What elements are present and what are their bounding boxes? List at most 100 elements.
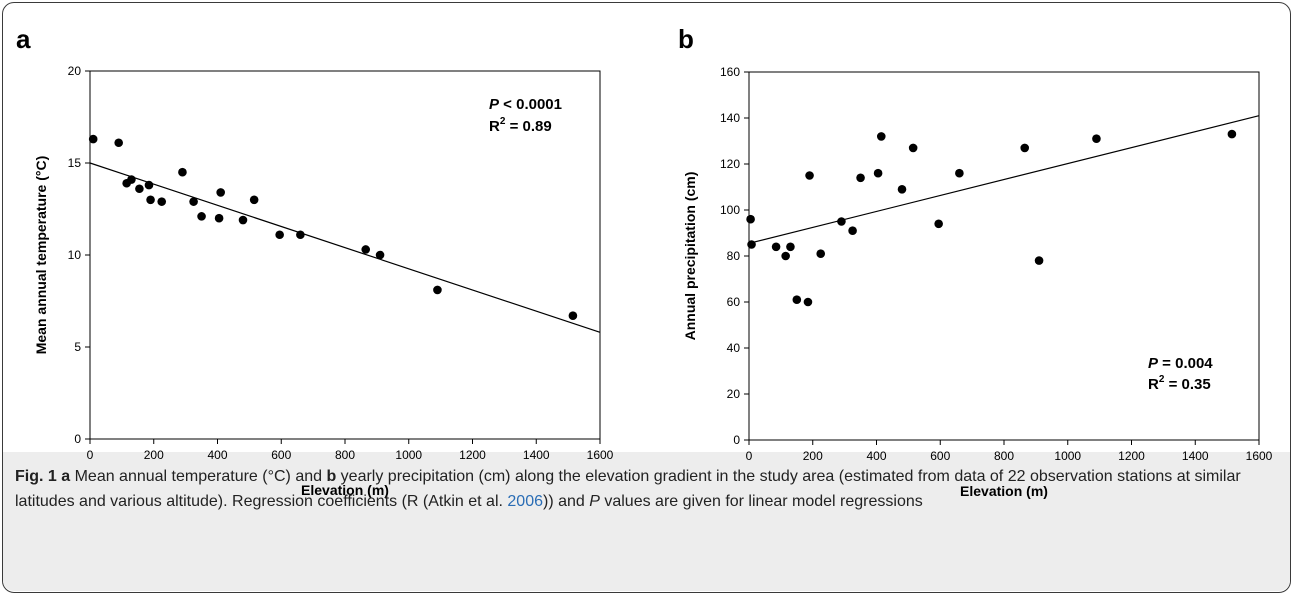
panel-b: b 0 200 400 600 800 1000 1200 1400 1600 0 20 40 60 8… [678, 24, 1273, 499]
x-tick-label: 0 [746, 449, 753, 463]
stat-r2-value-b: = 0.35 [1164, 376, 1210, 393]
data-point [746, 214, 755, 224]
plot-area-b: 0 200 400 600 800 1000 1200 1400 1600 0 20 40 60 80 1… [720, 65, 1273, 463]
data-point [1092, 134, 1101, 143]
x-axis-label-b: Elevation (m) [960, 483, 1048, 499]
stat-p-a: P < 0.0001 [489, 96, 562, 113]
data-point [197, 212, 206, 221]
data-point [127, 175, 136, 184]
caption-b-label: b [326, 468, 337, 485]
x-tick-label: 1600 [587, 448, 614, 462]
x-tick-label: 400 [207, 448, 227, 462]
x-tick-label: 1200 [1118, 449, 1145, 463]
data-point [88, 134, 98, 144]
data-point [249, 195, 259, 205]
x-tick-label: 1000 [1054, 449, 1081, 463]
x-tick-label: 1400 [523, 448, 550, 462]
x-axis-label-a: Elevation (m) [301, 482, 389, 498]
y-tick-label: 20 [68, 64, 82, 78]
y-tick-label: 140 [720, 111, 740, 125]
caption-a-label: a [61, 468, 71, 485]
x-tick-label: 800 [994, 449, 1014, 463]
data-point [873, 168, 883, 178]
data-point [189, 197, 198, 206]
stat-p-b: P = 0.004 [1148, 355, 1213, 372]
data-point [144, 180, 154, 190]
panel-a-label: a [16, 24, 31, 54]
data-point [856, 173, 865, 183]
data-point [146, 195, 155, 205]
stat-r-symbol-b: R [1148, 376, 1159, 393]
y-tick-label: 15 [68, 156, 82, 170]
data-points-b [746, 129, 1237, 307]
data-point [157, 197, 167, 206]
data-point [816, 249, 826, 258]
data-point [178, 167, 187, 177]
y-tick-label: 0 [74, 432, 81, 446]
y-ticks-a: 0 5 10 15 20 [68, 64, 90, 446]
x-ticks-b: 0 200 400 600 800 1000 1200 1400 1600 [746, 440, 1273, 463]
data-points-a [88, 134, 578, 321]
data-point [934, 219, 943, 229]
y-axis-label-b: Annual precipitation (cm) [682, 172, 698, 341]
y-tick-label: 40 [727, 341, 741, 355]
x-tick-label: 1400 [1182, 449, 1209, 463]
citation-link[interactable]: 2006 [507, 493, 543, 510]
y-ticks-b: 0 20 40 60 80 100 120 140 160 [720, 65, 749, 447]
stat-r2-exp-b: 2 [1159, 374, 1165, 385]
plot-area-a: 0 200 400 600 800 1000 1200 1400 1600 0 5 10 15 20 [68, 64, 614, 462]
data-point [792, 295, 802, 305]
data-point [837, 217, 846, 226]
y-tick-label: 5 [74, 340, 81, 354]
data-point [568, 311, 578, 321]
data-point [1034, 256, 1044, 265]
caption-text-1: Mean annual temperature (°C) and [70, 468, 327, 485]
x-tick-label: 600 [271, 448, 291, 462]
data-point [897, 185, 907, 194]
data-point [296, 230, 305, 240]
x-tick-label: 1600 [1246, 449, 1273, 463]
y-tick-label: 100 [720, 203, 740, 217]
data-point [781, 251, 790, 261]
data-point [375, 250, 385, 260]
x-tick-label: 400 [866, 449, 886, 463]
stat-r-symbol-a: R [489, 118, 500, 135]
data-point [771, 242, 781, 252]
stat-p-value-a: < 0.0001 [499, 96, 562, 113]
data-point [361, 245, 371, 254]
stat-r2-value-a: = 0.89 [505, 118, 551, 135]
caption-background [3, 452, 1290, 591]
data-point [805, 171, 814, 180]
data-point [1020, 143, 1030, 153]
data-point [786, 242, 795, 252]
x-tick-label: 800 [335, 448, 355, 462]
data-point [114, 138, 123, 148]
panel-b-label: b [678, 24, 694, 54]
x-tick-label: 600 [930, 449, 950, 463]
y-tick-label: 160 [720, 65, 740, 79]
y-tick-label: 80 [727, 249, 741, 263]
caption-text-2: yearly precipitation (cm) along the elev… [15, 468, 1241, 510]
x-tick-label: 1000 [395, 448, 422, 462]
stat-r2-exp-a: 2 [500, 116, 506, 127]
stat-r2-a: R2 = 0.89 [489, 116, 552, 135]
regression-line-b [748, 115, 1260, 244]
data-point [275, 230, 284, 240]
data-point [803, 297, 813, 307]
data-point [908, 143, 918, 153]
data-point [747, 240, 756, 249]
caption-p-symbol: P [589, 493, 600, 510]
data-point [214, 213, 224, 223]
y-tick-label: 0 [733, 433, 740, 447]
y-tick-label: 10 [68, 248, 82, 262]
figure-caption: Fig. 1 a Mean annual temperature (°C) an… [15, 464, 1277, 514]
x-tick-label: 0 [87, 448, 94, 462]
data-point [135, 184, 144, 194]
stat-p-value-b: = 0.004 [1158, 355, 1213, 372]
data-point [216, 188, 225, 197]
caption-text-4: values are given for linear model regres… [599, 493, 923, 510]
data-point [433, 285, 442, 295]
y-tick-label: 60 [727, 295, 741, 309]
y-tick-label: 120 [720, 157, 740, 171]
